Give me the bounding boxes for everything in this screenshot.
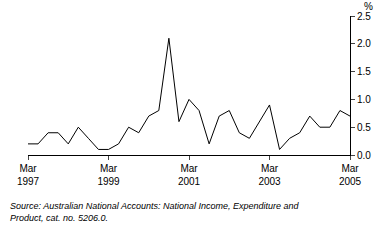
svg-text:1.0: 1.0 [357, 94, 371, 105]
svg-text:0.0: 0.0 [357, 150, 371, 161]
svg-text:%: % [364, 1, 373, 12]
svg-text:1.5: 1.5 [357, 66, 371, 77]
svg-text:2.0: 2.0 [357, 38, 371, 49]
svg-text:0.5: 0.5 [357, 122, 371, 133]
svg-text:Mar2005: Mar2005 [339, 163, 362, 187]
svg-text:Mar1999: Mar1999 [97, 163, 120, 187]
svg-text:Mar2003: Mar2003 [258, 163, 281, 187]
svg-text:Mar2001: Mar2001 [178, 163, 201, 187]
svg-text:Source: Australian National Ac: Source: Australian National Accounts: Na… [10, 201, 299, 223]
svg-text:2.5: 2.5 [357, 11, 371, 22]
svg-text:Mar1997: Mar1997 [17, 163, 40, 187]
